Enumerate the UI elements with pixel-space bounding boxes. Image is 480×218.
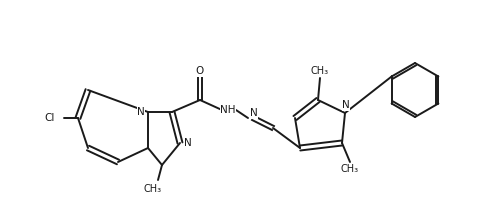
Text: N: N — [342, 100, 350, 110]
Text: N: N — [184, 138, 192, 148]
Text: Cl: Cl — [45, 113, 55, 123]
Text: NH: NH — [220, 105, 236, 115]
Text: N: N — [250, 108, 258, 118]
Text: CH₃: CH₃ — [144, 184, 162, 194]
Text: CH₃: CH₃ — [341, 164, 359, 174]
Text: O: O — [196, 66, 204, 76]
Text: N: N — [137, 107, 145, 117]
Text: CH₃: CH₃ — [311, 66, 329, 76]
